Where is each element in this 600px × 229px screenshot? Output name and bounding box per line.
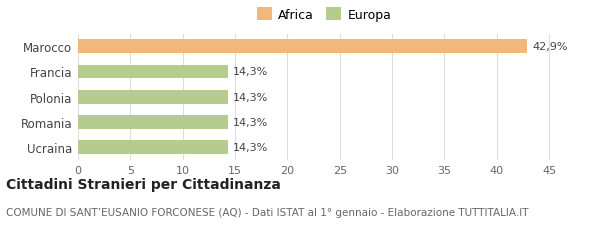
Text: COMUNE DI SANT’EUSANIO FORCONESE (AQ) - Dati ISTAT al 1° gennaio - Elaborazione : COMUNE DI SANT’EUSANIO FORCONESE (AQ) - … [6, 207, 529, 217]
Bar [78, 141, 227, 155]
Text: Cittadini Stranieri per Cittadinanza: Cittadini Stranieri per Cittadinanza [6, 177, 281, 191]
Legend: Africa, Europa: Africa, Europa [253, 5, 395, 26]
Bar [78, 40, 527, 54]
Text: 42,9%: 42,9% [532, 42, 568, 52]
Text: 14,3%: 14,3% [233, 67, 268, 77]
Text: 14,3%: 14,3% [233, 143, 268, 153]
Bar [78, 116, 227, 129]
Text: 14,3%: 14,3% [233, 117, 268, 128]
Bar [78, 65, 227, 79]
Text: 14,3%: 14,3% [233, 92, 268, 102]
Bar [78, 90, 227, 104]
